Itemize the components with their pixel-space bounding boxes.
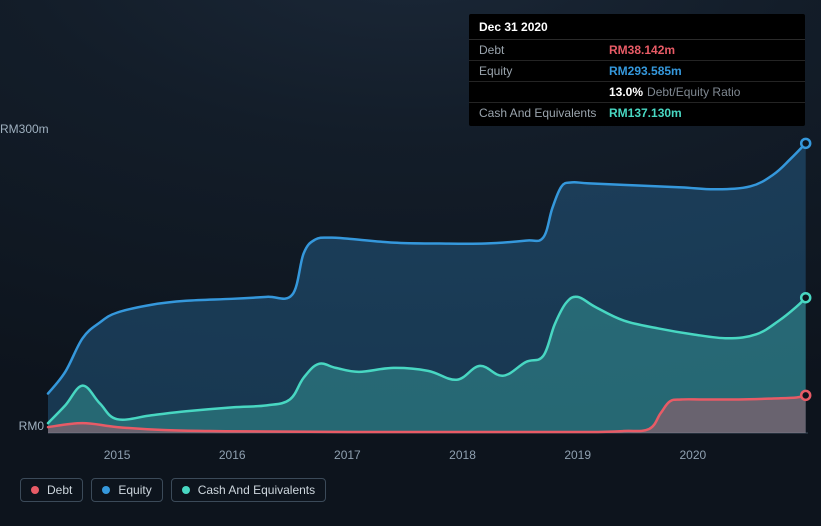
y-tick-max: RM300m <box>0 122 44 136</box>
legend-dot-icon <box>102 486 110 494</box>
x-tick-2015: 2015 <box>104 448 131 462</box>
tooltip-value: RM293.585m <box>609 64 682 78</box>
tooltip-date: Dec 31 2020 <box>469 14 805 40</box>
legend-item-equity[interactable]: Equity <box>91 478 162 502</box>
tooltip-label <box>479 85 609 99</box>
x-tick-2016: 2016 <box>219 448 246 462</box>
tooltip-label: Equity <box>479 64 609 78</box>
legend-item-cash[interactable]: Cash And Equivalents <box>171 478 326 502</box>
legend-dot-icon <box>31 486 39 494</box>
y-tick-min: RM0 <box>0 419 44 433</box>
tooltip-value: RM137.130m <box>609 106 682 120</box>
tooltip-row-ratio: 13.0% Debt/Equity Ratio <box>469 82 805 103</box>
x-tick-2018: 2018 <box>449 448 476 462</box>
legend-label: Cash And Equivalents <box>198 483 315 497</box>
ratio-suffix: Debt/Equity Ratio <box>647 85 740 99</box>
x-tick-2017: 2017 <box>334 448 361 462</box>
tooltip-label: Cash And Equivalents <box>479 106 609 120</box>
x-tick-2020: 2020 <box>679 448 706 462</box>
tooltip-label: Debt <box>479 43 609 57</box>
tooltip-value: RM38.142m <box>609 43 675 57</box>
chart-plot <box>48 137 808 433</box>
tooltip-row-debt: Debt RM38.142m <box>469 40 805 61</box>
legend-label: Debt <box>47 483 72 497</box>
legend: Debt Equity Cash And Equivalents <box>20 478 326 502</box>
x-tick-2019: 2019 <box>564 448 591 462</box>
legend-dot-icon <box>182 486 190 494</box>
tooltip-row-cash: Cash And Equivalents RM137.130m <box>469 103 805 126</box>
tooltip-row-equity: Equity RM293.585m <box>469 61 805 82</box>
legend-label: Equity <box>118 483 151 497</box>
legend-item-debt[interactable]: Debt <box>20 478 83 502</box>
ratio-value: 13.0% <box>609 85 643 99</box>
hover-tooltip: Dec 31 2020 Debt RM38.142m Equity RM293.… <box>469 14 805 126</box>
tooltip-value: 13.0% Debt/Equity Ratio <box>609 85 740 99</box>
